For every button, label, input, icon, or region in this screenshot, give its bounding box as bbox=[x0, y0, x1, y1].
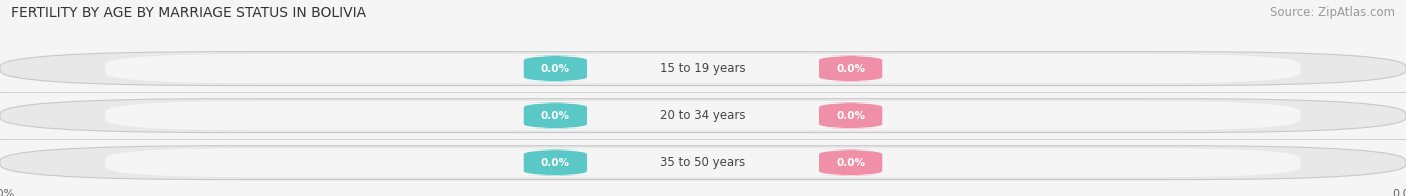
FancyBboxPatch shape bbox=[813, 150, 890, 176]
FancyBboxPatch shape bbox=[0, 146, 1406, 180]
FancyBboxPatch shape bbox=[105, 54, 1301, 83]
Text: 0.0%: 0.0% bbox=[837, 111, 865, 121]
FancyBboxPatch shape bbox=[105, 148, 1301, 177]
Text: 15 to 19 years: 15 to 19 years bbox=[661, 62, 745, 75]
Text: 0.0%: 0.0% bbox=[837, 158, 865, 168]
FancyBboxPatch shape bbox=[517, 150, 593, 176]
Text: Source: ZipAtlas.com: Source: ZipAtlas.com bbox=[1270, 6, 1395, 19]
Text: 20 to 34 years: 20 to 34 years bbox=[661, 109, 745, 122]
Text: 0.0%: 0.0% bbox=[541, 158, 569, 168]
FancyBboxPatch shape bbox=[105, 101, 1301, 130]
FancyBboxPatch shape bbox=[517, 103, 593, 129]
Text: 0.0%: 0.0% bbox=[541, 111, 569, 121]
Text: FERTILITY BY AGE BY MARRIAGE STATUS IN BOLIVIA: FERTILITY BY AGE BY MARRIAGE STATUS IN B… bbox=[11, 6, 367, 20]
Text: 0.0%: 0.0% bbox=[541, 64, 569, 74]
FancyBboxPatch shape bbox=[517, 55, 593, 82]
FancyBboxPatch shape bbox=[0, 99, 1406, 132]
FancyBboxPatch shape bbox=[813, 55, 890, 82]
FancyBboxPatch shape bbox=[813, 103, 890, 129]
FancyBboxPatch shape bbox=[0, 52, 1406, 85]
Text: 35 to 50 years: 35 to 50 years bbox=[661, 156, 745, 169]
Text: 0.0%: 0.0% bbox=[837, 64, 865, 74]
